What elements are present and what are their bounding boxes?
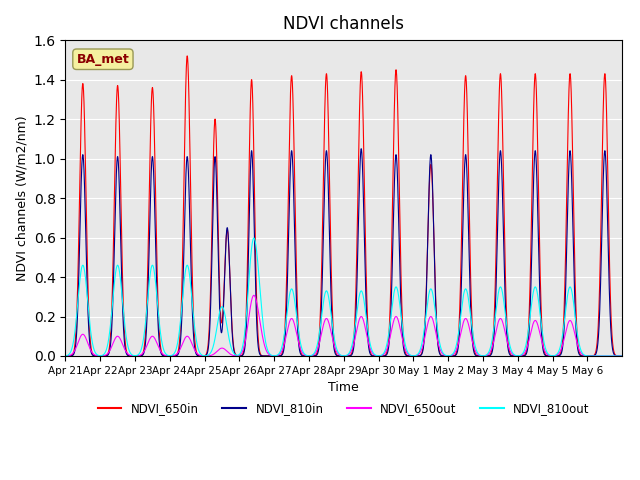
Title: NDVI channels: NDVI channels xyxy=(284,15,404,33)
Y-axis label: NDVI channels (W/m2/nm): NDVI channels (W/m2/nm) xyxy=(15,115,28,281)
X-axis label: Time: Time xyxy=(328,381,359,394)
Legend: NDVI_650in, NDVI_810in, NDVI_650out, NDVI_810out: NDVI_650in, NDVI_810in, NDVI_650out, NDV… xyxy=(93,397,595,420)
Text: BA_met: BA_met xyxy=(77,53,129,66)
